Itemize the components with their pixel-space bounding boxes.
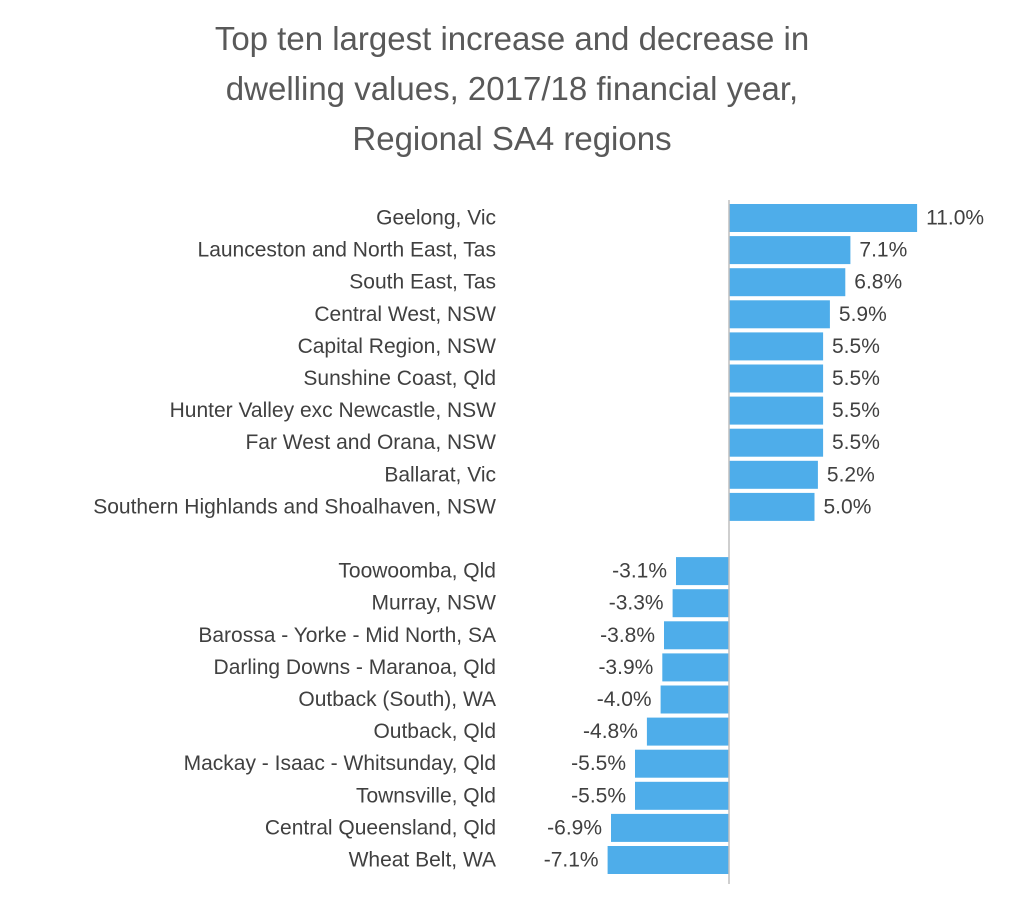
bar-south-east-tas — [729, 268, 846, 297]
category-label-toowoomba-qld: Toowoomba, Qld — [338, 560, 496, 583]
category-label-ballarat-vic: Ballarat, Vic — [384, 463, 496, 486]
category-label-southern-highlands-and-shoalhaven-nsw: Southern Highlands and Shoalhaven, NSW — [93, 495, 496, 518]
category-label-sunshine-coast-qld: Sunshine Coast, Qld — [303, 367, 496, 390]
value-label-townsville-qld: -5.5% — [571, 784, 626, 807]
category-label-capital-region-nsw: Capital Region, NSW — [298, 335, 497, 358]
value-label-capital-region-nsw: 5.5% — [832, 335, 880, 358]
category-label-central-queensland-qld: Central Queensland, Qld — [265, 816, 496, 839]
category-label-south-east-tas: South East, Tas — [349, 271, 496, 294]
value-label-far-west-and-orana-nsw: 5.5% — [832, 431, 880, 454]
category-label-wheat-belt-wa: Wheat Belt, WA — [349, 849, 496, 872]
category-label-hunter-valley-exc-newcastle-nsw: Hunter Valley exc Newcastle, NSW — [170, 399, 497, 422]
bar-outback-south-wa — [660, 685, 729, 714]
value-label-south-east-tas: 6.8% — [854, 271, 902, 294]
value-label-hunter-valley-exc-newcastle-nsw: 5.5% — [832, 399, 880, 422]
category-label-darling-downs-maranoa-qld: Darling Downs - Maranoa, Qld — [214, 656, 496, 679]
bar-capital-region-nsw — [729, 332, 824, 361]
bar-wheat-belt-wa — [607, 846, 729, 874]
value-labels-group: 11.0% 7.1% 6.8% 5.9% 5.5% 5.5% 5.5% 5.5% 5.2% 5.0… — [544, 207, 984, 872]
value-label-launceston-and-north-east-tas: 7.1% — [859, 239, 907, 262]
chart-title: Top ten largest increase and decrease in… — [0, 14, 1024, 164]
value-label-wheat-belt-wa: -7.1% — [544, 849, 599, 872]
bar-toowoomba-qld — [676, 557, 729, 586]
category-label-launceston-and-north-east-tas: Launceston and North East, Tas — [198, 239, 496, 262]
bar-murray-nsw — [672, 589, 729, 618]
value-label-outback-qld: -4.8% — [583, 720, 638, 743]
bar-central-queensland-qld — [611, 813, 729, 842]
bar-hunter-valley-exc-newcastle-nsw — [729, 396, 824, 425]
value-label-sunshine-coast-qld: 5.5% — [832, 367, 880, 390]
value-label-mackay-isaac-whitsunday-qld: -5.5% — [571, 752, 626, 775]
category-label-murray-nsw: Murray, NSW — [372, 592, 497, 615]
bar-outback-qld — [646, 717, 729, 746]
value-label-darling-downs-maranoa-qld: -3.9% — [598, 656, 653, 679]
value-label-ballarat-vic: 5.2% — [827, 463, 875, 486]
value-label-outback-south-wa: -4.0% — [597, 688, 652, 711]
category-label-barossa-yorke-mid-north-sa: Barossa - Yorke - Mid North, SA — [198, 624, 496, 647]
category-label-central-west-nsw: Central West, NSW — [314, 303, 496, 326]
bar-southern-highlands-and-shoalhaven-nsw — [729, 492, 815, 521]
bar-sunshine-coast-qld — [729, 364, 824, 393]
value-label-barossa-yorke-mid-north-sa: -3.8% — [600, 624, 655, 647]
category-label-mackay-isaac-whitsunday-qld: Mackay - Isaac - Whitsunday, Qld — [184, 752, 496, 775]
bar-barossa-yorke-mid-north-sa — [664, 621, 729, 650]
category-label-outback-qld: Outback, Qld — [373, 720, 496, 743]
category-labels-group: Geelong, Vic Launceston and North East, T… — [93, 207, 496, 872]
value-label-toowoomba-qld: -3.1% — [612, 560, 667, 583]
value-label-central-queensland-qld: -6.9% — [547, 816, 602, 839]
bar-launceston-and-north-east-tas — [729, 236, 851, 265]
bar-ballarat-vic — [729, 460, 818, 489]
category-label-far-west-and-orana-nsw: Far West and Orana, NSW — [245, 431, 496, 454]
bar-darling-downs-maranoa-qld — [662, 653, 729, 682]
category-label-townsville-qld: Townsville, Qld — [356, 784, 496, 807]
chart-title-line-3: Regional SA4 regions — [352, 120, 672, 157]
bar-geelong-vic — [729, 204, 918, 232]
bars-group — [607, 204, 918, 874]
value-label-geelong-vic: 11.0% — [926, 207, 984, 230]
value-label-southern-highlands-and-shoalhaven-nsw: 5.0% — [824, 495, 872, 518]
chart-title-line-1: Top ten largest increase and decrease in — [214, 20, 810, 57]
bar-far-west-and-orana-nsw — [729, 428, 824, 457]
value-label-murray-nsw: -3.3% — [609, 592, 664, 615]
bar-mackay-isaac-whitsunday-qld — [635, 749, 730, 778]
bar-townsville-qld — [635, 781, 730, 810]
chart-title-line-2: dwelling values, 2017/18 financial year, — [225, 70, 799, 107]
value-label-central-west-nsw: 5.9% — [839, 303, 887, 326]
category-label-geelong-vic: Geelong, Vic — [376, 207, 496, 230]
bar-central-west-nsw — [729, 300, 830, 329]
category-label-outback-south-wa: Outback (South), WA — [298, 688, 496, 711]
